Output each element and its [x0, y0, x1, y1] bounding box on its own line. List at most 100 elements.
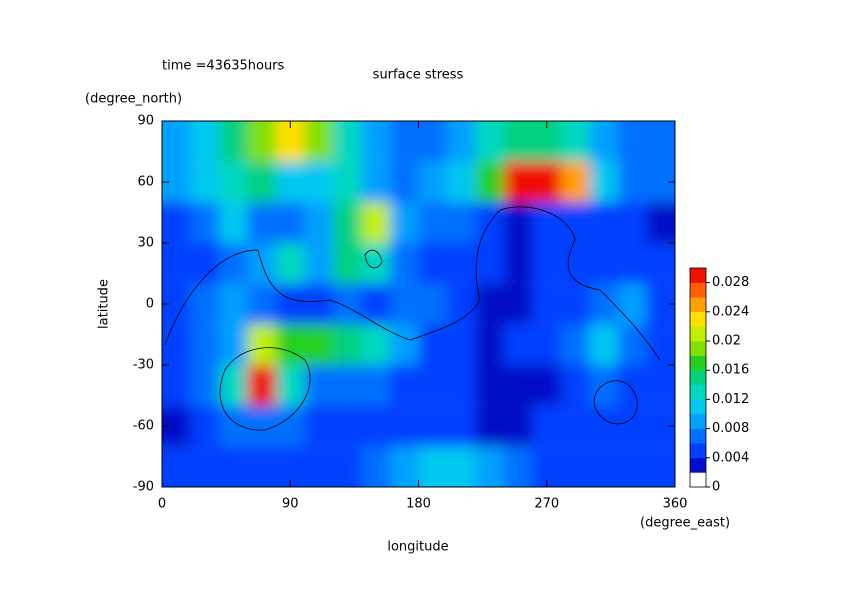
- cell: [447, 365, 476, 406]
- cell: [219, 365, 248, 406]
- chart-title: surface stress: [373, 68, 464, 83]
- cell: [219, 121, 248, 162]
- cell: [475, 446, 504, 487]
- x-tick-label: 0: [158, 497, 166, 512]
- colorbar-tick-label: 0: [712, 480, 720, 495]
- cell: [247, 446, 276, 487]
- cell: [618, 202, 647, 243]
- cell: [618, 324, 647, 365]
- cell: [561, 243, 590, 284]
- cell: [361, 243, 390, 284]
- cell: [304, 243, 333, 284]
- cell: [247, 161, 276, 203]
- cell: [162, 121, 191, 162]
- cell: [618, 121, 647, 162]
- cell: [646, 202, 675, 243]
- cell: [447, 161, 476, 203]
- cell: [190, 365, 219, 406]
- cell: [247, 324, 276, 365]
- colorbar-band: [690, 268, 706, 283]
- cell: [561, 324, 590, 365]
- cell: [532, 324, 561, 365]
- cell: [361, 161, 390, 203]
- colorbar-band: [690, 457, 706, 473]
- cell: [504, 446, 533, 487]
- cell: [333, 405, 362, 447]
- cell: [504, 405, 533, 447]
- x-unit: (degree_east): [640, 516, 730, 531]
- coastline: [364, 249, 383, 269]
- x-tick-label: 270: [534, 497, 559, 512]
- cells: [162, 121, 675, 487]
- cell: [333, 243, 362, 284]
- cell: [190, 243, 219, 284]
- cell: [646, 446, 675, 487]
- cell: [390, 324, 419, 365]
- cell: [190, 324, 219, 365]
- x-tick-label: 180: [406, 497, 431, 512]
- cell: [276, 283, 305, 325]
- x-axis-label: longitude: [387, 540, 448, 555]
- cell: [219, 202, 248, 243]
- y-tick-label: 90: [137, 114, 154, 129]
- cell: [333, 365, 362, 406]
- cell: [219, 283, 248, 325]
- y-tick-label: 0: [146, 297, 154, 312]
- cell: [447, 121, 476, 162]
- cell: [532, 283, 561, 325]
- cell: [504, 365, 533, 406]
- cell: [190, 283, 219, 325]
- cell: [304, 202, 333, 243]
- cell: [304, 365, 333, 406]
- cell: [447, 446, 476, 487]
- y-tick-label: -60: [133, 419, 154, 434]
- cell: [333, 324, 362, 365]
- colorbar-band: [690, 472, 706, 488]
- cell: [247, 202, 276, 243]
- cell: [618, 161, 647, 203]
- cell: [504, 202, 533, 243]
- y-tick-label: 30: [137, 236, 154, 251]
- colorbar-band: [690, 443, 706, 459]
- colorbar-band: [690, 399, 706, 415]
- cell: [162, 365, 191, 406]
- cell: [561, 202, 590, 243]
- y-tick-label: 60: [137, 175, 154, 190]
- cell: [247, 283, 276, 325]
- colorbar-band: [690, 326, 706, 342]
- cell: [504, 161, 533, 203]
- cell: [618, 446, 647, 487]
- x-tick-label: 90: [282, 497, 299, 512]
- colorbar-frame: [689, 267, 707, 488]
- cell: [190, 121, 219, 162]
- cell: [504, 324, 533, 365]
- cell: [418, 365, 447, 406]
- cell: [418, 121, 447, 162]
- cell: [646, 243, 675, 284]
- cell: [447, 283, 476, 325]
- cell: [390, 243, 419, 284]
- cell: [304, 405, 333, 447]
- cell: [276, 365, 305, 406]
- cell: [390, 161, 419, 203]
- cell: [219, 161, 248, 203]
- cell: [532, 365, 561, 406]
- cell: [589, 283, 618, 325]
- cell: [418, 446, 447, 487]
- y-tick-label: -30: [133, 358, 154, 373]
- cell: [190, 161, 219, 203]
- cell: [219, 324, 248, 365]
- cell: [447, 243, 476, 284]
- cell: [504, 283, 533, 325]
- cell: [333, 161, 362, 203]
- cell: [589, 202, 618, 243]
- cell: [418, 243, 447, 284]
- cell: [333, 446, 362, 487]
- cell: [475, 283, 504, 325]
- colorbar-band: [690, 370, 706, 386]
- colorbar-tick-label: 0.012: [712, 392, 749, 407]
- chart-subtitle: time =43635hours: [162, 59, 285, 74]
- cell: [276, 405, 305, 447]
- colorbar-band: [690, 414, 706, 429]
